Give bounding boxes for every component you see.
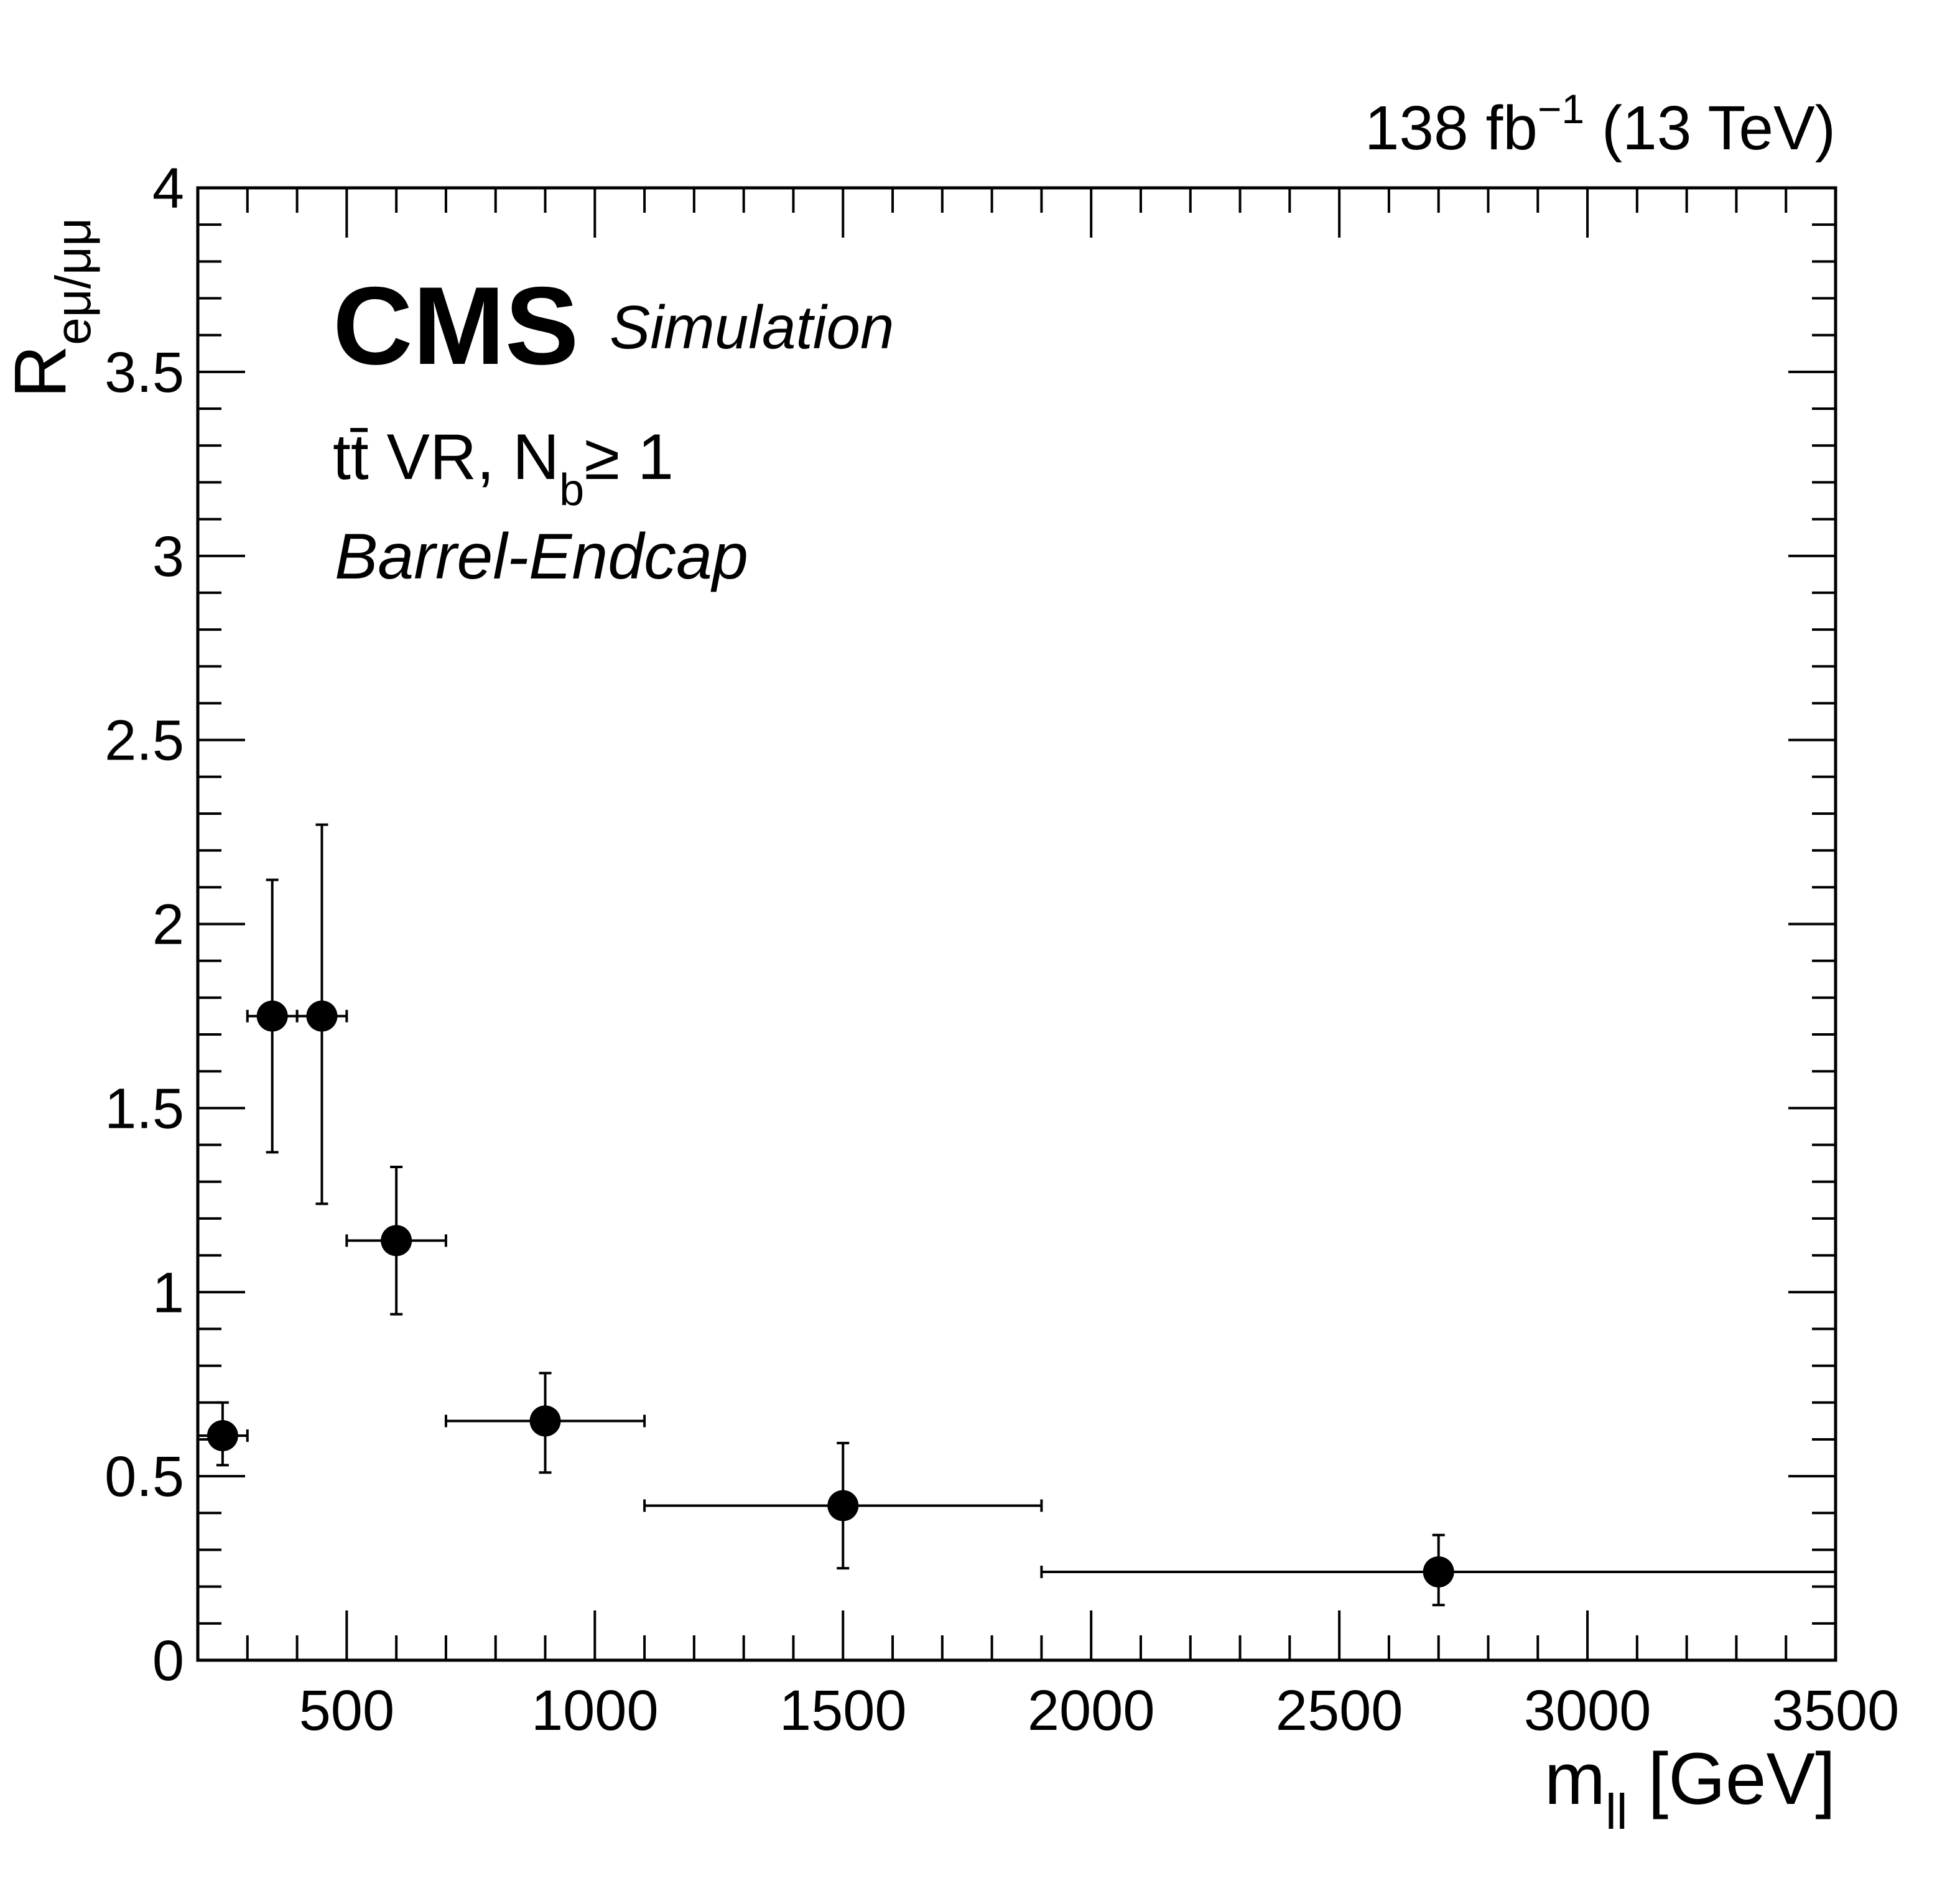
x-tick-label: 1000 [531,1679,659,1742]
y-tick-label: 2.5 [105,709,184,773]
data-point-group [643,1441,1043,1570]
category-label: Barrel-Endcap [335,521,748,593]
data-point-group [345,1166,447,1316]
region-suffix: ≥ 1 [584,421,674,493]
x-tick-label: 500 [299,1679,395,1742]
data-point [306,1000,338,1032]
data-points [197,823,1837,1607]
plot-frame [196,186,1837,1662]
axis-ticks [197,187,1837,1661]
x-tick-label: 1500 [779,1679,907,1742]
y-tick-label: 1 [152,1261,184,1324]
simulation-label: Simulation [610,293,894,361]
data-point [529,1405,561,1437]
y-tick-label: 0.5 [105,1445,184,1508]
region-subscript: b [559,465,584,515]
y-tick-label: 3.5 [105,341,184,404]
data-point-group [1040,1533,1837,1607]
x-axis-title-subscript: ll [1605,1784,1628,1839]
data-point [381,1225,412,1257]
y-tick-label: 1.5 [105,1077,184,1140]
data-point [827,1490,859,1522]
data-point [1423,1556,1454,1587]
cms-label: CMS [333,264,579,388]
x-tick-label: 3500 [1772,1679,1900,1742]
lumi-label: 138 fb−1 (13 TeV) [1365,86,1836,163]
x-tick-label: 3000 [1524,1679,1651,1742]
y-tick-label: 0 [152,1629,184,1693]
y-axis-title-subscript: eμ/μμ [45,218,101,345]
x-tick-label: 2500 [1276,1679,1403,1742]
data-point-group [444,1372,646,1474]
y-axis-title: Reμ/μμ [0,218,101,398]
data-point-group [295,823,348,1206]
y-tick-label: 3 [152,525,184,588]
region-label: tt̄ VR, Nb≥ 1 [333,421,674,515]
y-tick-label: 2 [152,893,184,957]
data-point-group [246,878,299,1154]
x-tick-label: 2000 [1028,1679,1155,1742]
y-tick-label: 4 [152,157,184,220]
data-point [207,1420,238,1452]
axis-tick-labels: 500 1000 1500 2000 2500 3000 3500 0 0.5 1 1.5 2 2.5 3… [105,157,1899,1742]
data-point [256,1000,288,1032]
x-axis-title-suffix: [GeV] [1628,1738,1836,1820]
data-point-group [197,1401,249,1467]
lumi-suffix: (13 TeV) [1584,93,1836,163]
x-axis-title: mll [GeV] [1544,1738,1836,1839]
lumi-superscript: −1 [1538,86,1584,132]
